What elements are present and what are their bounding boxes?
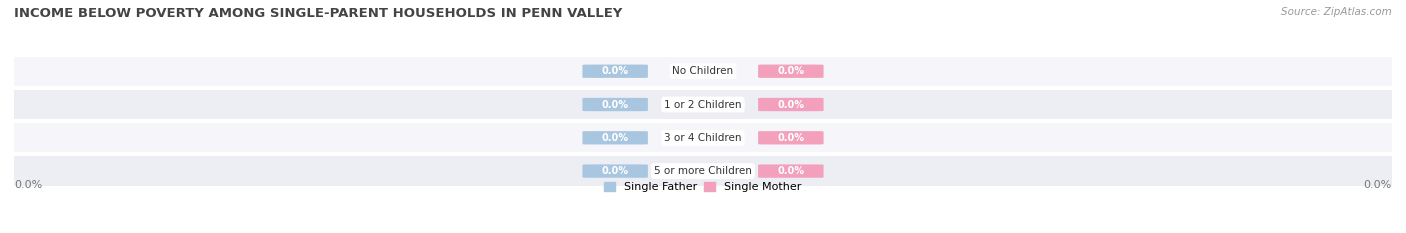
- Bar: [14, 123, 1392, 152]
- FancyBboxPatch shape: [582, 98, 648, 111]
- Text: 0.0%: 0.0%: [778, 66, 804, 76]
- Text: 5 or more Children: 5 or more Children: [654, 166, 752, 176]
- Text: 0.0%: 0.0%: [778, 99, 804, 110]
- Text: 0.0%: 0.0%: [778, 166, 804, 176]
- Text: INCOME BELOW POVERTY AMONG SINGLE-PARENT HOUSEHOLDS IN PENN VALLEY: INCOME BELOW POVERTY AMONG SINGLE-PARENT…: [14, 7, 623, 20]
- Legend: Single Father, Single Mother: Single Father, Single Mother: [600, 178, 806, 197]
- Text: Source: ZipAtlas.com: Source: ZipAtlas.com: [1281, 7, 1392, 17]
- FancyBboxPatch shape: [758, 131, 824, 144]
- Text: 3 or 4 Children: 3 or 4 Children: [664, 133, 742, 143]
- FancyBboxPatch shape: [582, 164, 648, 178]
- Bar: [14, 90, 1392, 119]
- FancyBboxPatch shape: [582, 65, 648, 78]
- FancyBboxPatch shape: [582, 131, 648, 144]
- Text: 0.0%: 0.0%: [602, 166, 628, 176]
- Bar: [14, 156, 1392, 186]
- Text: 0.0%: 0.0%: [14, 180, 42, 190]
- Text: 0.0%: 0.0%: [778, 133, 804, 143]
- Text: 0.0%: 0.0%: [602, 66, 628, 76]
- Text: No Children: No Children: [672, 66, 734, 76]
- Text: 1 or 2 Children: 1 or 2 Children: [664, 99, 742, 110]
- Bar: [14, 57, 1392, 86]
- Text: 0.0%: 0.0%: [602, 133, 628, 143]
- Text: 0.0%: 0.0%: [1364, 180, 1392, 190]
- FancyBboxPatch shape: [758, 164, 824, 178]
- Text: 0.0%: 0.0%: [602, 99, 628, 110]
- FancyBboxPatch shape: [758, 98, 824, 111]
- FancyBboxPatch shape: [758, 65, 824, 78]
